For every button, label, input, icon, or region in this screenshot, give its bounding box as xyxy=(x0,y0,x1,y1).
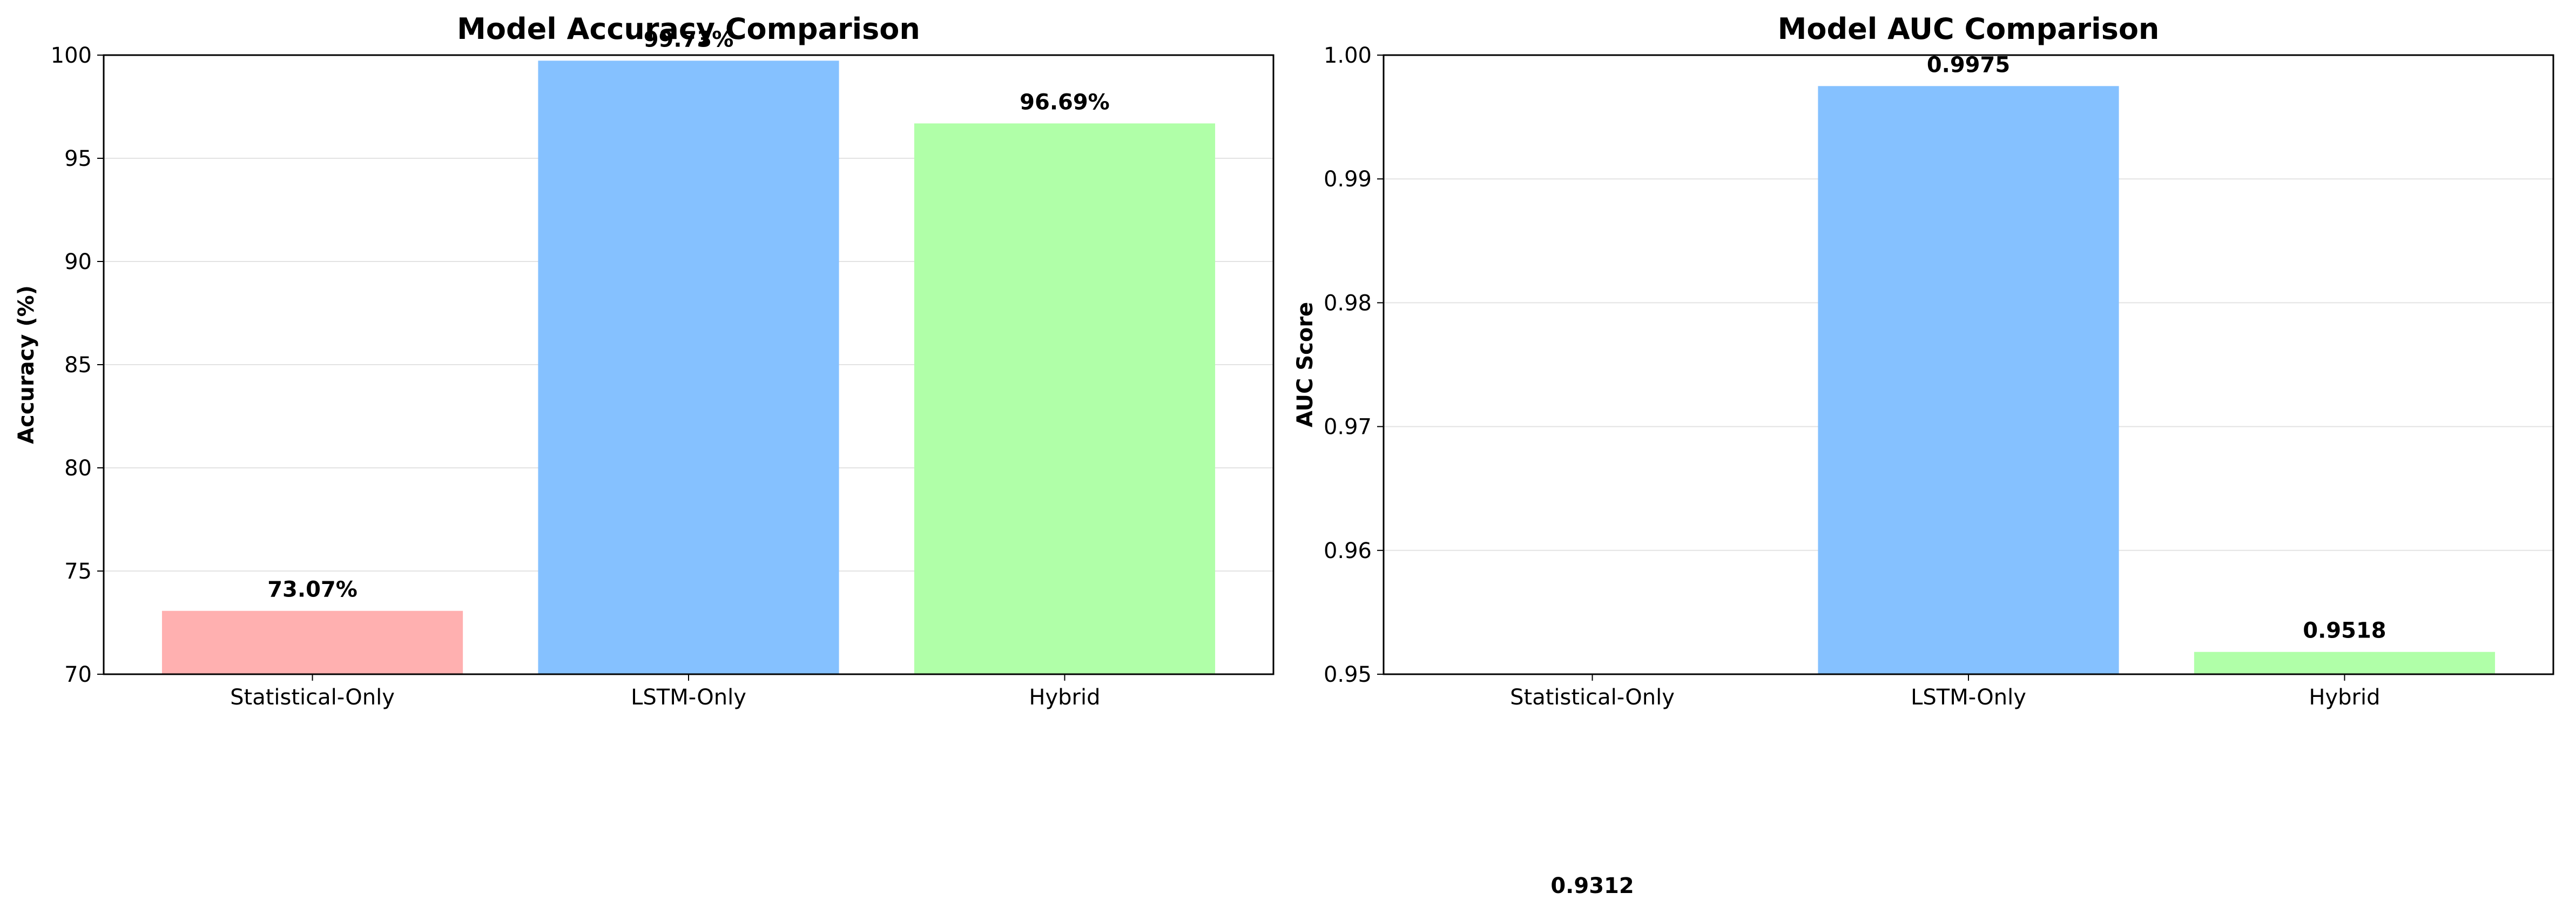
chart-title: Model AUC Comparison xyxy=(1778,12,2160,46)
y-tick-label: 0.96 xyxy=(1324,539,1372,563)
y-tick-label: 0.95 xyxy=(1324,662,1372,687)
x-tick-label: Hybrid xyxy=(1029,685,1100,710)
data-label: 0.9312 xyxy=(1550,874,1634,898)
axes-frame xyxy=(1383,54,2554,675)
bar-lstm-only xyxy=(538,61,839,675)
y-tick-label: 85 xyxy=(64,353,92,378)
bar-lstm-only xyxy=(1818,86,2119,674)
data-label: 73.07% xyxy=(267,578,358,602)
y-tick-label: 80 xyxy=(64,456,92,481)
y-tick-label: 95 xyxy=(64,146,92,171)
y-tick-label: 70 xyxy=(64,662,92,687)
axes-frame xyxy=(103,54,1274,675)
bar-statistical-only xyxy=(161,610,463,674)
y-tick-label: 75 xyxy=(64,559,92,584)
chart-title: Model Accuracy Comparison xyxy=(457,12,920,46)
x-tick-label: Hybrid xyxy=(2309,685,2380,710)
chart-panel-2: 0.9312 Statistical-Only 0.9975 LSTM-Only 0.9… xyxy=(1293,12,2554,898)
data-label: 0.9975 xyxy=(1927,52,2010,77)
bar-hybrid xyxy=(914,123,1216,674)
x-tick-label: LSTM-Only xyxy=(1911,685,2026,710)
y-tick-label: 0.97 xyxy=(1324,415,1372,440)
chart-panel-1: 73.07% Statistical-Only 99.73% LSTM-Only 96.… xyxy=(14,12,1274,710)
x-tick-label: LSTM-Only xyxy=(631,685,746,710)
data-label: 99.73% xyxy=(644,27,734,52)
y-tick-label: 1.00 xyxy=(1324,43,1372,68)
y-tick-label: 0.98 xyxy=(1324,291,1372,315)
y-axis-label: AUC Score xyxy=(1293,302,1318,427)
y-axis-label: Accuracy (%) xyxy=(14,285,39,444)
bar-hybrid xyxy=(2194,652,2496,674)
y-tick-label: 90 xyxy=(64,250,92,274)
y-tick-label: 0.99 xyxy=(1324,167,1372,192)
x-tick-label: Statistical-Only xyxy=(1510,685,1675,710)
data-label: 0.9518 xyxy=(2303,619,2386,643)
y-tick-label: 100 xyxy=(51,43,92,68)
data-label: 96.69% xyxy=(1020,90,1110,115)
x-tick-label: Statistical-Only xyxy=(230,685,395,710)
